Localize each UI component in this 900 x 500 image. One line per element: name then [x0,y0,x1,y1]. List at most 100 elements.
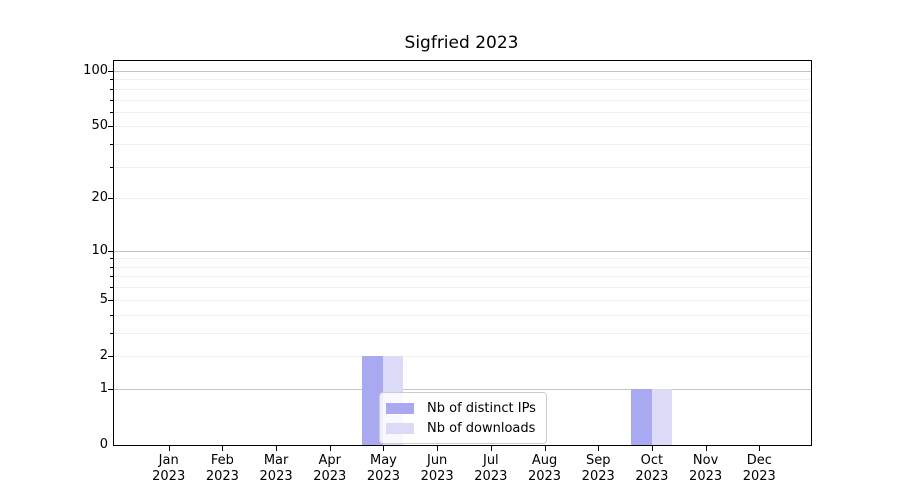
x-tick [437,446,439,451]
x-tick-label-year: 2023 [527,469,562,484]
x-tick-label: Jan 2023 [139,453,199,485]
y-minor-tick [110,332,113,334]
legend-label-downloads: Nb of downloads [427,420,536,436]
x-tick-label-month: Oct [640,453,664,468]
x-tick-label-month: Mar [263,453,289,468]
gridline-minor [114,332,811,334]
x-tick-label: Apr 2023 [300,453,360,485]
y-minor-tick [110,287,113,289]
bar-distinct-ips-oct [630,388,652,445]
x-tick [544,446,546,451]
y-tick [108,250,113,252]
x-tick-label-year: 2023 [635,469,669,484]
y-tick-label: 50 [91,118,108,134]
plot-area: Nb of distinct IPs Nb of downloads 0 1 2 5 1… [83,60,812,484]
x-tick-label: May 2023 [353,453,413,485]
y-tick [108,198,113,200]
x-tick-label-month: Jun [426,453,448,468]
x-tick-label-year: 2023 [420,469,454,484]
x-tick-label-year: 2023 [152,469,186,484]
y-tick [108,126,113,128]
x-tick-label-year: 2023 [742,469,776,484]
gridline-minor [114,276,811,278]
x-tick-label-year: 2023 [581,469,615,484]
gridline-minor [114,299,811,301]
x-tick-label-month: Dec [746,453,772,468]
x-tick-label-year: 2023 [205,469,239,484]
gridline-minor [114,355,811,357]
y-tick [108,355,113,357]
y-tick-label: 2 [99,347,108,363]
x-tick-label: Dec 2023 [729,453,789,485]
x-tick-label-month: Jul [482,453,499,468]
x-tick-label: Feb 2023 [192,453,252,485]
y-minor-tick [110,111,113,113]
x-tick-label-month: Sep [585,453,611,468]
x-tick-label: Sep 2023 [568,453,628,485]
y-tick [108,71,113,72]
y-minor-tick [110,166,113,168]
y-minor-tick [110,79,113,81]
gridline-minor [114,79,811,81]
legend-swatch-downloads [386,422,414,434]
gridline-minor [114,144,811,146]
x-tick-label-month: Aug [531,453,558,468]
x-tick-label: Aug 2023 [515,453,575,485]
x-tick-label-month: Jan [158,453,179,468]
gridline-minor [114,166,811,168]
y-tick-label: 0 [99,437,108,452]
x-tick-label-month: May [370,453,397,468]
x-tick-label-year: 2023 [313,469,347,484]
x-tick-label: Jun 2023 [407,453,467,485]
x-tick [598,446,600,451]
y-tick-label: 20 [91,190,108,206]
legend: Nb of distinct IPs Nb of downloads [379,392,547,444]
x-tick [329,446,331,451]
gridline-minor [114,287,811,289]
bar-distinct-ips-may [362,355,384,445]
gridline-minor [114,126,811,128]
y-tick-label: 5 [99,291,108,307]
x-tick [490,446,492,451]
y-tick [108,388,113,390]
gridline-minor [114,198,811,200]
chart-title: Sigfried 2023 [404,33,519,53]
x-tick-label-month: Apr [318,453,342,468]
gridline-minor [114,258,811,260]
x-tick-label-month: Nov [692,453,719,468]
gridline-major [114,71,811,72]
x-tick [276,446,278,451]
gridline-minor [114,314,811,316]
legend-swatch-distinct-ips [386,402,414,414]
y-minor-tick [110,144,113,146]
x-tick-label-year: 2023 [474,469,508,484]
y-minor-tick [110,276,113,278]
y-tick [108,299,113,301]
y-minor-tick [110,258,113,260]
legend-item-downloads: Nb of downloads [386,418,536,438]
x-tick-label: Oct 2023 [622,453,682,485]
y-tick-label: 1 [99,380,108,396]
y-tick-label: 10 [91,242,108,258]
y-minor-tick [110,314,113,316]
gridline-minor [114,266,811,268]
x-tick [168,446,170,451]
bar-downloads-oct [651,388,672,445]
x-tick-label: Jul 2023 [461,453,521,485]
x-tick [651,446,653,451]
gridline-minor [114,99,811,101]
x-tick-label: Nov 2023 [676,453,736,485]
x-tick-label-year: 2023 [259,469,293,484]
y-tick-label: 100 [83,63,108,78]
x-tick-label-year: 2023 [689,469,723,484]
y-minor-tick [110,99,113,101]
gridline-minor [114,111,811,113]
legend-item-distinct-ips: Nb of distinct IPs [386,398,536,418]
x-tick [759,446,761,451]
x-tick [383,446,385,451]
x-tick-label: Mar 2023 [246,453,306,485]
legend-label-distinct-ips: Nb of distinct IPs [427,400,536,416]
x-tick [222,446,224,451]
x-tick [705,446,707,451]
